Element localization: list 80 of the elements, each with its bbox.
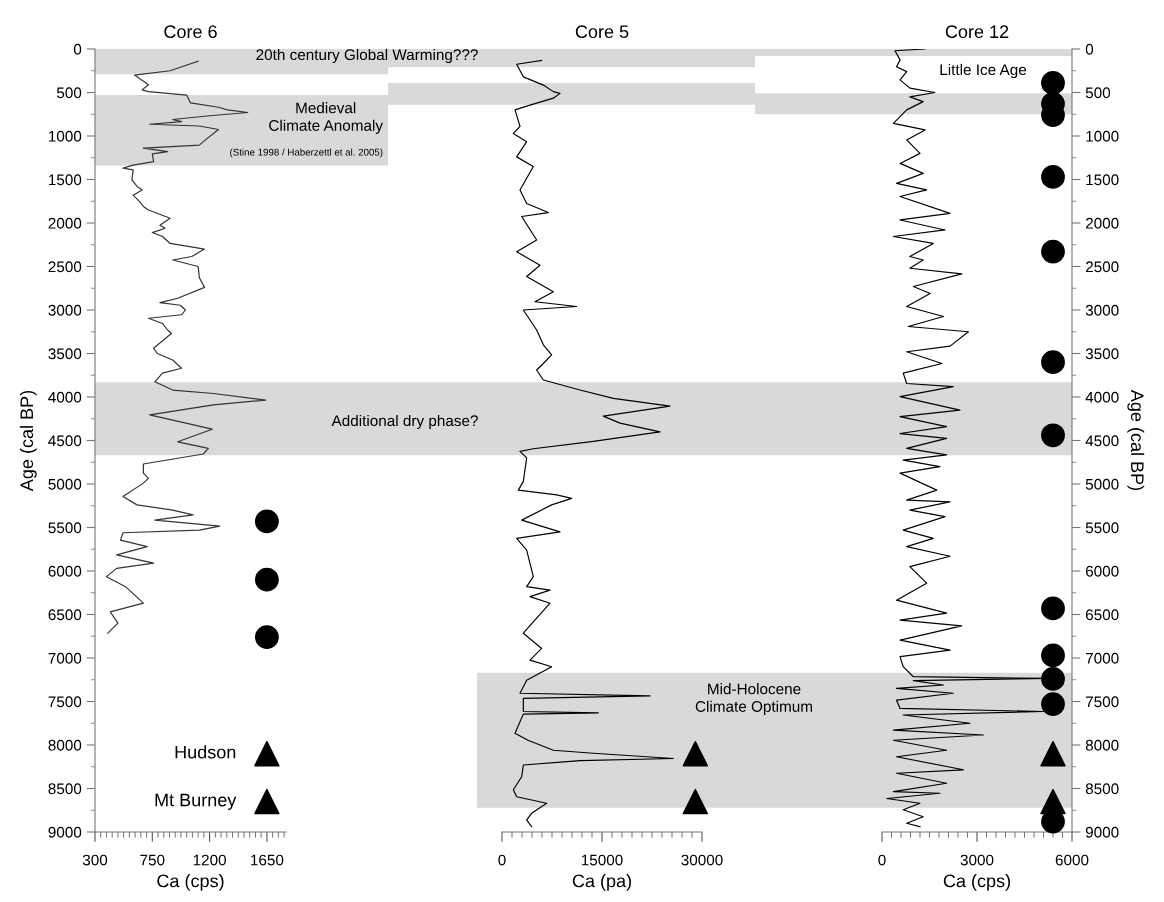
y-tick-label: 500	[1085, 87, 1111, 99]
y-tick-label: 5000	[48, 478, 82, 490]
chart-title: Core 12	[945, 25, 1009, 39]
band-label: Additional dry phase?	[331, 414, 478, 430]
y-tick-label: 7000	[48, 652, 82, 664]
y-tick-label: 1000	[48, 130, 82, 142]
y-tick-label: 1500	[48, 174, 82, 186]
x-tick-label: 750	[140, 854, 165, 866]
y-tick-label: 3500	[1085, 348, 1119, 360]
y-tick-label: 3000	[1085, 304, 1119, 316]
point	[1041, 423, 1065, 448]
chart-title: Core 5	[575, 25, 629, 39]
point	[254, 740, 280, 767]
y-tick-label: 0	[1085, 43, 1094, 55]
chart-title: Core 6	[164, 25, 217, 39]
x-tick-label: 1200	[193, 854, 226, 866]
y-tick-label: 8000	[48, 739, 82, 751]
x-tick-label: 0	[498, 854, 506, 866]
point	[1041, 239, 1065, 264]
y-tick-label: 4500	[48, 435, 82, 447]
y-tick-label: 1000	[1086, 130, 1119, 142]
annotation: Little Ice Age	[940, 63, 1027, 79]
y-tick-label: 7000	[1085, 652, 1119, 664]
y-tick-label: 6500	[48, 609, 82, 621]
y-axis-title: Age (cal BP)	[19, 390, 37, 492]
y-tick-label: 6000	[48, 565, 82, 577]
point	[1041, 71, 1065, 95]
y-tick-label: 3500	[48, 348, 82, 360]
annotation: Hudson	[175, 745, 236, 759]
y-tick-label: 2500	[48, 261, 82, 273]
y-tick-label: 6500	[1085, 609, 1119, 621]
point	[1041, 643, 1065, 668]
y-tick-label: 8500	[1085, 783, 1119, 795]
y-tick-label: 4000	[48, 391, 82, 403]
y-tick-label: 9000	[1085, 826, 1119, 838]
x-tick-label: 300	[82, 854, 108, 866]
x-axis-title: Ca (pa)	[572, 874, 631, 891]
x-tick-label: 0	[878, 854, 886, 866]
x-axis-title: Ca (cps)	[943, 874, 1010, 891]
band-label: 20th century Global Warming???	[256, 48, 478, 64]
y-tick-label: 2000	[1085, 217, 1119, 229]
annotation: Mt Burney	[155, 793, 237, 810]
y-tick-label: 7500	[1085, 696, 1119, 708]
point	[255, 625, 279, 650]
y-tick-label: 6000	[1085, 565, 1119, 577]
x-tick-label: 30000	[681, 854, 723, 866]
point	[254, 788, 280, 815]
x-axis-title: Ca (cps)	[157, 874, 224, 891]
y-tick-label: 4500	[1085, 435, 1119, 447]
y-tick-label: 2500	[1085, 261, 1119, 273]
y-tick-label: 8500	[48, 783, 82, 795]
point	[1041, 596, 1065, 621]
point	[255, 509, 279, 534]
y-tick-label: 8000	[1085, 739, 1119, 751]
point	[1040, 788, 1066, 815]
point	[1041, 164, 1065, 189]
point	[1040, 740, 1066, 767]
point	[255, 567, 279, 592]
y-tick-label: 2000	[48, 217, 82, 229]
band-label: Mid-Holocene Climate Optimum	[695, 683, 812, 715]
y-tick-label: 1500	[1086, 174, 1119, 186]
y-tick-label: 4000	[1085, 391, 1119, 403]
point	[1041, 692, 1065, 717]
x-tick-label: 15000	[581, 854, 623, 866]
band-label: Medieval Climate Anomaly	[269, 102, 383, 134]
y-tick-label: 5500	[1085, 522, 1119, 534]
y-tick-label: 500	[56, 87, 82, 99]
y-tick-label: 9000	[48, 826, 82, 838]
y-tick-label: 5000	[1085, 478, 1119, 490]
point	[1041, 666, 1065, 691]
x-tick-label: 1650	[251, 854, 284, 866]
point	[1041, 350, 1065, 375]
x-tick-label: 6000	[1055, 854, 1089, 866]
y-tick-label: 3000	[48, 304, 82, 316]
x-tick-label: 3000	[960, 854, 994, 866]
y-tick-label: 7500	[48, 696, 82, 708]
y-tick-label: 5500	[48, 522, 82, 534]
y-axis-title: Age (cal BP)	[1127, 389, 1145, 491]
y-tick-label: 0	[73, 43, 82, 55]
annotation: (Stine 1998 / Haberzettl et al. 2005)	[230, 148, 383, 158]
